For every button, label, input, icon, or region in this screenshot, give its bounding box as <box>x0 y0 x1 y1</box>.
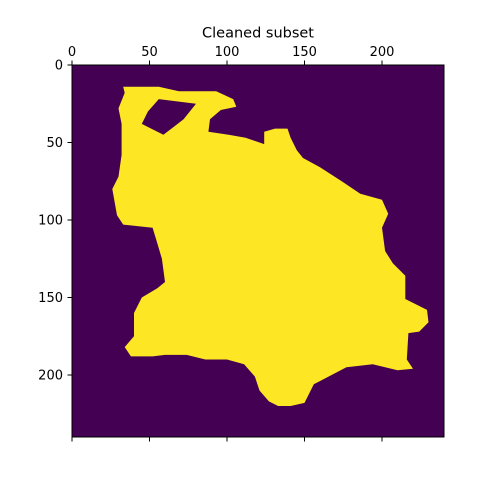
y-tick-label-3: 150 <box>38 291 63 306</box>
x-tick-label-1: 50 <box>141 45 158 60</box>
x-tick-label-2: 100 <box>215 45 240 60</box>
y-tick-label-0: 0 <box>55 59 63 74</box>
chart-title: Cleaned subset <box>202 26 314 42</box>
x-tick-label-3: 150 <box>292 45 317 60</box>
y-tick-label-1: 50 <box>46 136 63 151</box>
x-tick-label-4: 200 <box>370 45 395 60</box>
plot-area <box>72 65 444 437</box>
y-tick-label-4: 200 <box>38 369 63 384</box>
x-tick-label-0: 0 <box>68 45 76 60</box>
y-tick-label-2: 100 <box>38 214 63 229</box>
